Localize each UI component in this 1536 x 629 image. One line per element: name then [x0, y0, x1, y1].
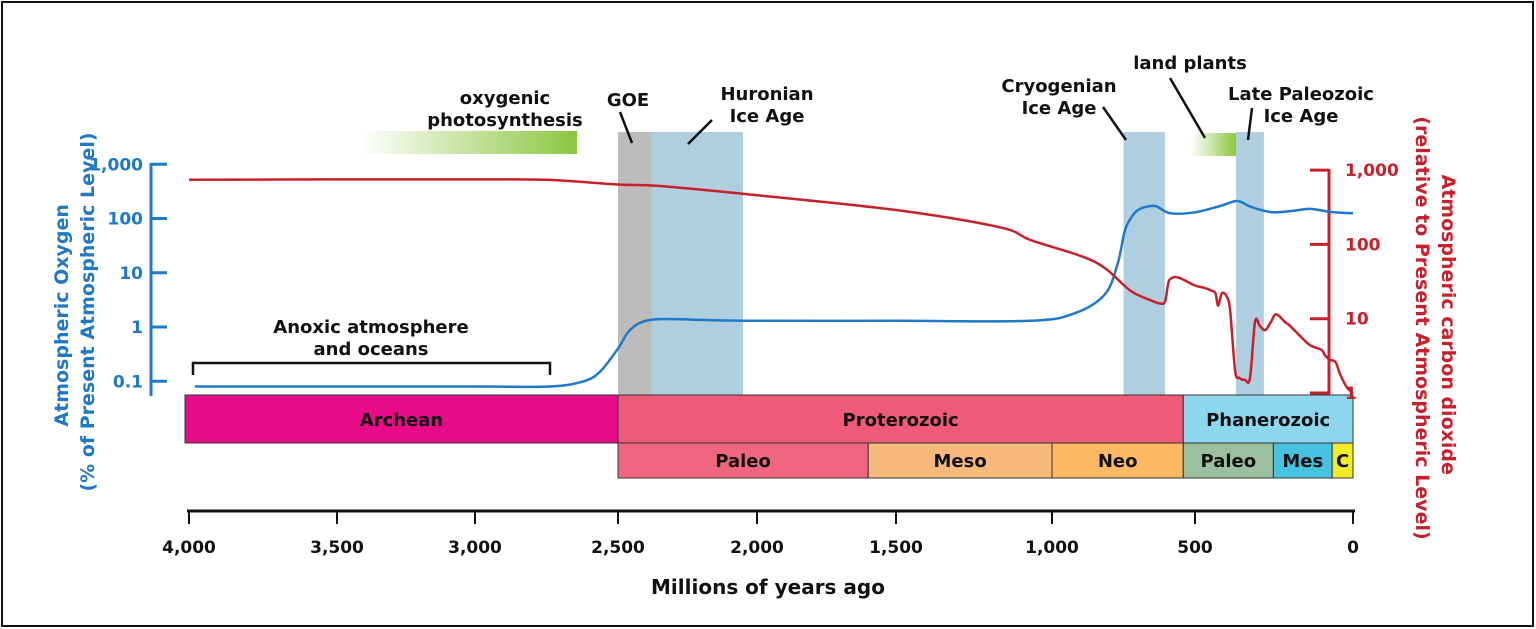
band-cryogenian-ice-age	[1123, 132, 1165, 395]
era-label: C	[1336, 451, 1349, 472]
x-axis: 4,000 3,500 3,000 2,500 2,000 1,500 1,000 500 0	[162, 509, 1359, 558]
left-tick-label: 100	[108, 210, 144, 230]
oxygen-line	[194, 199, 1354, 389]
left-axis: 1,000 100 10 1 0.1	[89, 155, 167, 396]
eon-phanerozoic	[1182, 394, 1354, 444]
anoxic-label-1: Anoxic atmosphere	[273, 317, 468, 338]
left-tick-label: 0.1	[113, 372, 143, 392]
series-lines	[188, 178, 1354, 394]
band-late-paleozoic-ice-age	[1236, 132, 1264, 395]
oxygenic-label-1: oxygenic	[460, 88, 550, 109]
eon-label: Proterozoic	[843, 410, 959, 431]
late-paleozoic-pointer	[1246, 107, 1254, 141]
late-paleozoic-label-1: Late Paleozoic	[1228, 84, 1374, 105]
band-huronian-ice-age	[651, 132, 744, 395]
x-axis-title: Millions of years ago	[651, 575, 885, 599]
x-tick-label: 3,000	[448, 538, 502, 558]
left-axis-title-line2: (% of Present Atmospheric Level)	[77, 132, 99, 491]
x-tick-label: 0	[1347, 538, 1359, 558]
annotation-labels: oxygenic photosynthesis GOE Huronian Ice…	[273, 53, 1374, 360]
cryogenian-pointer	[1101, 106, 1128, 141]
right-axis: 1,000 100 10 1	[1310, 161, 1399, 404]
era-label: Neo	[1098, 451, 1138, 472]
era-label: Meso	[933, 451, 986, 472]
timescale-bars: Archean Proterozoic Phanerozoic Paleo Meso Ne…	[184, 394, 1354, 479]
anoxic-label-2: and oceans	[313, 339, 428, 360]
eon-proterozoic	[617, 394, 1184, 444]
left-tick-label: 1	[131, 318, 143, 338]
era-label: Paleo	[715, 451, 771, 472]
x-tick-label: 3,500	[310, 538, 364, 558]
x-tick-label: 2,500	[591, 538, 645, 558]
era-label: Mes	[1282, 451, 1323, 472]
goe-pointer	[618, 111, 634, 144]
huronian-pointer	[687, 119, 713, 145]
right-tick-label: 1,000	[1345, 161, 1399, 181]
x-tick-label: 4,000	[162, 538, 216, 558]
right-tick-label: 100	[1345, 235, 1381, 255]
gradient-land-plants	[1190, 133, 1237, 156]
band-goe	[618, 132, 652, 395]
right-tick-label: 1	[1345, 384, 1357, 404]
left-axis-title-line1: Atmospheric Oxygen	[51, 204, 73, 427]
era-meso	[867, 442, 1053, 479]
right-axis-title-line1: Atmospheric carbon dioxide	[1437, 174, 1459, 474]
era-paleo	[617, 442, 869, 479]
cryogenian-label-1: Cryogenian	[1001, 76, 1116, 97]
right-tick-label: 10	[1345, 310, 1369, 330]
annotations	[191, 77, 1254, 375]
eon-label: Phanerozoic	[1206, 410, 1330, 431]
left-tick-label: 10	[119, 264, 143, 284]
right-axis-title: Atmospheric carbon dioxide (relative to …	[1411, 116, 1459, 539]
x-tick-label: 2,000	[730, 538, 784, 558]
right-axis-title-line2: (relative to Present Atmospheric Level)	[1411, 116, 1433, 539]
x-tick-label: 500	[1177, 538, 1213, 558]
x-tick-label: 1,000	[1025, 538, 1079, 558]
co2-line	[188, 178, 1354, 394]
shaded-bands	[359, 131, 1264, 395]
goe-label: GOE	[607, 90, 649, 111]
eon-archean	[184, 394, 619, 444]
land-plants-label: land plants	[1133, 53, 1247, 74]
land-plants-pointer	[1168, 77, 1207, 139]
late-paleozoic-label-2: Ice Age	[1264, 106, 1339, 127]
era-label: Paleo	[1201, 451, 1257, 472]
huronian-label-1: Huronian	[720, 84, 813, 105]
era-neo	[1051, 442, 1184, 479]
gradient-oxygenic-photosynthesis	[359, 131, 578, 154]
left-tick-label: 1,000	[89, 155, 143, 175]
era-mes	[1272, 442, 1333, 479]
cryogenian-label-2: Ice Age	[1022, 98, 1097, 119]
era-c	[1331, 442, 1354, 479]
anoxic-bracket	[191, 361, 552, 375]
eon-label: Archean	[360, 410, 443, 431]
oxygenic-label-2: photosynthesis	[427, 110, 583, 131]
era-paleo	[1182, 442, 1274, 479]
huronian-label-2: Ice Age	[730, 106, 805, 127]
x-tick-label: 1,500	[869, 538, 923, 558]
left-axis-title: Atmospheric Oxygen (% of Present Atmosph…	[51, 132, 99, 491]
